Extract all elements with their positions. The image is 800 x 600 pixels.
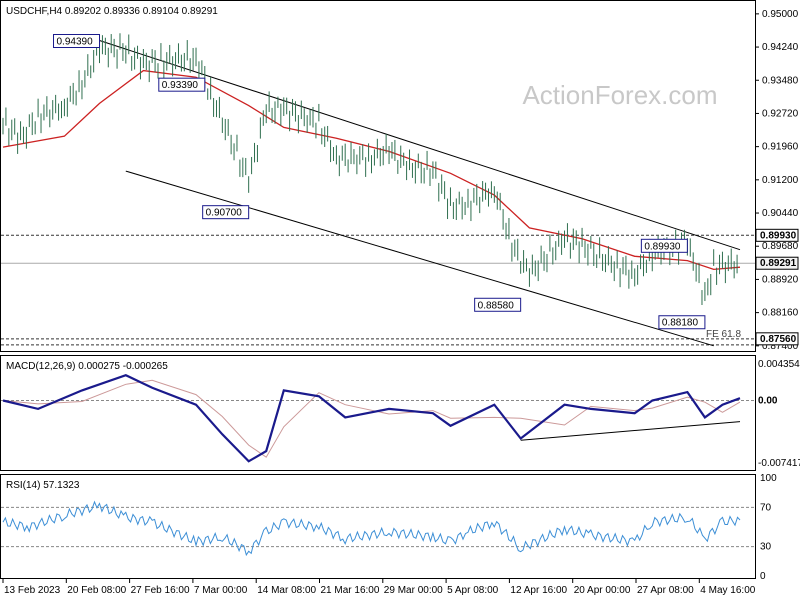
annotation-box <box>658 315 706 330</box>
x-axis-label: 29 Mar 00:00 <box>384 585 443 596</box>
rsi-title: RSI(14) 57.1323 <box>6 480 80 491</box>
y-axis-label: 0.93480 <box>762 75 799 86</box>
y-axis-label: 0.92720 <box>762 108 799 119</box>
x-axis-label: 7 Mar 00:00 <box>194 585 248 596</box>
annotation-label: 0.93390 <box>162 80 199 91</box>
level-price-label: 0.87560 <box>760 334 797 345</box>
level-price-box <box>755 332 799 346</box>
macd-signal-line <box>2 379 741 458</box>
annotation-label: 0.90700 <box>206 208 243 219</box>
x-axis-label: 4 May 16:00 <box>700 585 755 596</box>
horizontal-levels <box>1 234 755 346</box>
annotation-label: 0.89930 <box>644 241 681 252</box>
x-axis-label: 27 Apr 08:00 <box>637 585 694 596</box>
channel-line <box>99 40 741 251</box>
rsi-line <box>2 500 741 557</box>
rsi-y-axis: 100 70 30 0 <box>760 473 777 582</box>
x-axis-label: 21 Mar 16:00 <box>321 585 380 596</box>
main-y-axis: 0.95000 0.94240 0.93480 0.92720 0.91960 0.912… <box>755 9 799 352</box>
level-price-box <box>755 228 799 242</box>
macd-trendline <box>520 421 741 441</box>
rsi-series <box>1 500 755 557</box>
annotation-label: 0.88180 <box>662 318 699 329</box>
y-axis-label: 0.95000 <box>762 9 799 20</box>
macd-panel-frame <box>0 355 756 471</box>
level-price-label: 0.89930 <box>760 230 797 241</box>
y-axis-label: 0.94240 <box>762 42 799 53</box>
price-series <box>2 33 738 306</box>
rsi-y-label: 100 <box>760 473 777 484</box>
y-axis-label: 0.87400 <box>762 341 799 352</box>
rsi-y-label: 70 <box>760 502 772 513</box>
macd-y-label: 0.00 <box>758 396 778 407</box>
rsi-y-label: 0 <box>760 571 766 582</box>
macd-y-axis: 0.004354 0.00 -0.007417 <box>758 359 800 469</box>
x-axis-label: 27 Feb 16:00 <box>131 585 190 596</box>
x-axis-label: 5 Apr 08:00 <box>447 585 499 596</box>
annotation-label: 0.88580 <box>478 300 515 311</box>
watermark: ActionForex.com <box>522 80 717 110</box>
rsi-panel-frame <box>0 474 756 579</box>
x-axis-label: 13 Feb 2023 <box>4 585 61 596</box>
annotation-box <box>53 34 101 49</box>
y-axis-label: 0.88160 <box>762 308 799 319</box>
y-axis-label: 0.90440 <box>762 208 799 219</box>
y-axis-label: 0.91200 <box>762 175 799 186</box>
y-axis-label: 0.88920 <box>762 274 799 285</box>
y-axis-label: 0.91960 <box>762 142 799 153</box>
x-axis-label: 14 Mar 08:00 <box>257 585 316 596</box>
annotation-box <box>158 77 206 92</box>
main-panel-frame <box>0 0 756 352</box>
price-annotations[interactable]: 0.94390 0.93390 0.90700 0.88580 0.89930 0.881… <box>53 34 706 330</box>
trend-channel[interactable] <box>99 40 741 347</box>
annotation-label: 0.94390 <box>57 37 94 48</box>
macd-y-label: -0.007417 <box>758 458 800 469</box>
macd-title: MACD(12,26,9) 0.000275 -0.000265 <box>6 361 168 372</box>
macd-y-label: 0.004354 <box>758 359 800 370</box>
x-axis: 13 Feb 2023 20 Feb 08:00 27 Feb 16:00 7 Mar… <box>2 579 756 596</box>
x-axis-label: 12 Apr 16:00 <box>510 585 567 596</box>
level-price-label: 0.89291 <box>760 258 797 269</box>
x-axis-label: 20 Apr 00:00 <box>574 585 631 596</box>
rsi-y-label: 30 <box>760 542 772 553</box>
annotation-box <box>640 238 688 253</box>
macd-line <box>2 374 741 463</box>
channel-line <box>125 170 714 347</box>
level-price-box <box>755 256 799 270</box>
y-axis-label: 0.89680 <box>762 241 799 252</box>
x-axis-label: 20 Feb 08:00 <box>67 585 126 596</box>
fe-label: FE 61.8 <box>706 329 741 340</box>
annotation-box <box>474 297 522 312</box>
macd-series <box>1 374 755 463</box>
symbol-header: USDCHF,H4 0.89202 0.89336 0.89104 0.8929… <box>6 6 218 17</box>
annotation-box <box>202 205 250 220</box>
